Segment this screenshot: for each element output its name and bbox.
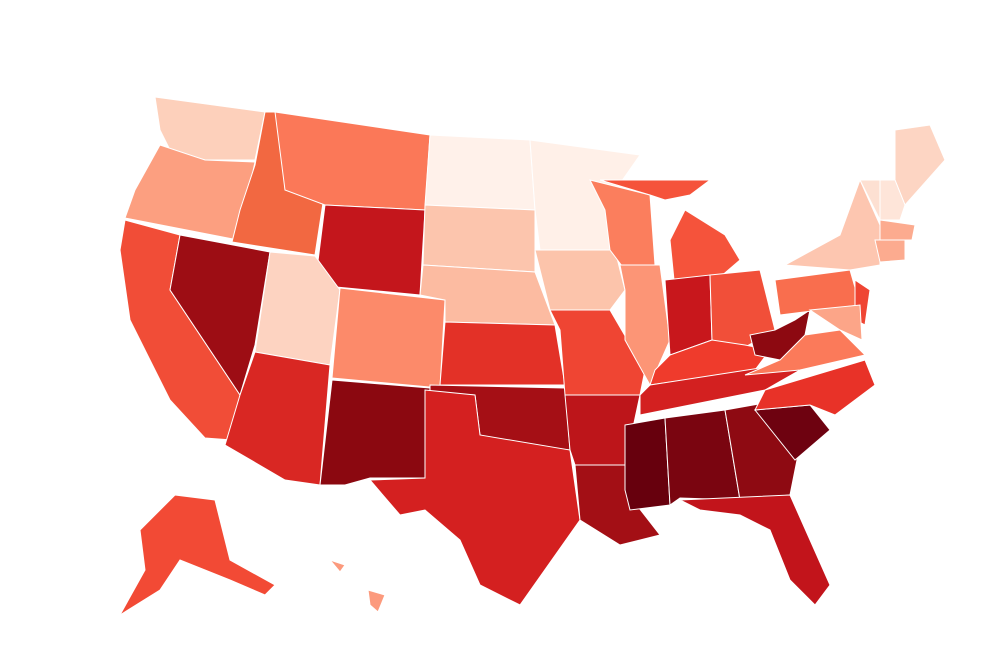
state [894, 124, 946, 206]
state [224, 351, 331, 486]
state [422, 204, 536, 273]
state [319, 379, 431, 486]
state [331, 287, 446, 389]
state [808, 304, 863, 341]
state [874, 239, 906, 263]
state [879, 219, 916, 241]
state [328, 558, 346, 573]
state [879, 179, 906, 221]
state [368, 389, 581, 606]
state [599, 179, 712, 201]
state [424, 134, 536, 211]
state [439, 321, 566, 386]
state [254, 251, 341, 366]
state [119, 494, 276, 616]
state [274, 111, 431, 211]
state [367, 589, 386, 613]
state [169, 234, 271, 397]
state [783, 178, 881, 271]
state [754, 359, 876, 416]
state [624, 417, 671, 511]
state [534, 249, 626, 311]
state [678, 494, 831, 606]
state [749, 308, 811, 361]
